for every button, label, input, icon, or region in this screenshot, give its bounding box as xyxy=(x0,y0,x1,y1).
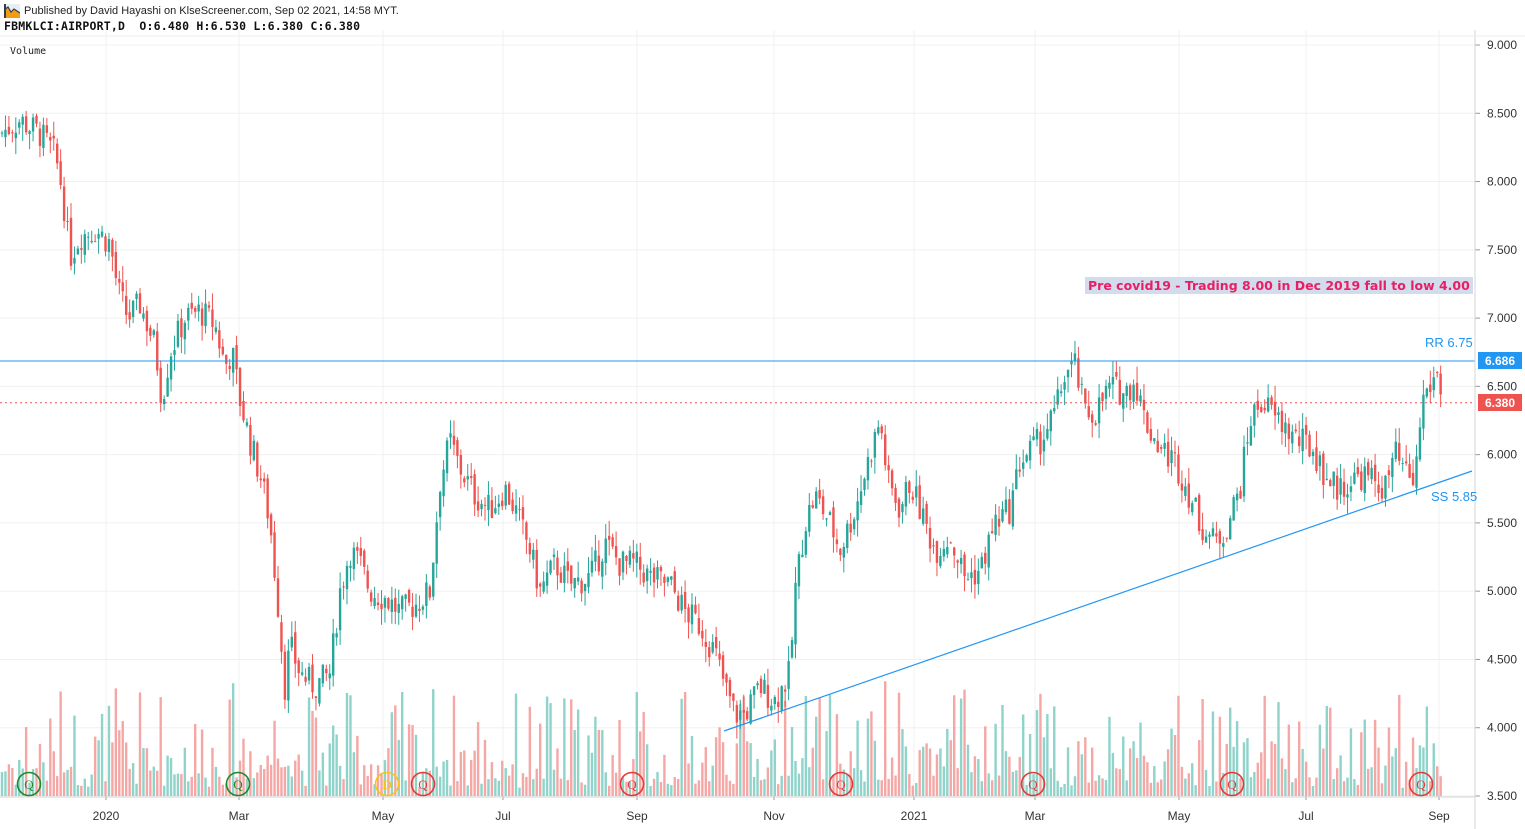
price-axis-label: 3.500 xyxy=(1487,789,1517,803)
time-axis-label: Jul xyxy=(1298,809,1313,823)
event-marker-q[interactable]: Q xyxy=(16,771,42,797)
publish-info: Published by David Hayashi on KlseScreen… xyxy=(4,2,399,20)
support-label[interactable]: SS 5.85 xyxy=(1431,489,1478,504)
price-axis-label: 6.500 xyxy=(1487,379,1517,393)
support-trend-line[interactable] xyxy=(723,470,1473,732)
volume-indicator-label: Volume xyxy=(10,46,47,57)
ohlc-legend: FBMKLCI:AIRPORT,D O:6.480 H:6.530 L:6.38… xyxy=(4,19,360,33)
chart-axes: 9.000 8.500 8.000 7.500 7.000 6.500 6.000 5.500… xyxy=(0,30,1525,829)
volume-bars xyxy=(0,681,1442,796)
time-axis-label: Sep xyxy=(626,809,648,823)
last-price-tag: 6.380 xyxy=(1478,394,1522,411)
time-axis-label: 2021 xyxy=(901,809,928,823)
high-value: H:6.530 xyxy=(196,19,247,33)
resistance-price-tag: 6.686 xyxy=(1478,352,1522,369)
event-marker-q[interactable]: Q xyxy=(410,771,436,797)
svg-text:Q: Q xyxy=(1227,777,1237,792)
price-axis-label: 9.000 xyxy=(1487,38,1517,52)
time-axis-label: Jul xyxy=(495,809,510,823)
svg-text:Q: Q xyxy=(836,777,846,792)
event-marker-q[interactable]: Q xyxy=(225,771,251,797)
price-axis-label: 4.500 xyxy=(1487,652,1517,666)
event-marker-q[interactable]: Q xyxy=(619,771,645,797)
svg-text:Q: Q xyxy=(233,777,243,792)
price-axis-label: 8.000 xyxy=(1487,175,1517,189)
svg-text:Q: Q xyxy=(418,777,428,792)
event-marker-q[interactable]: Q xyxy=(1408,771,1434,797)
resistance-label[interactable]: RR 6.75 xyxy=(1425,335,1473,350)
klse-logo-icon xyxy=(4,4,20,18)
svg-text:Q: Q xyxy=(627,777,637,792)
candlesticks xyxy=(0,110,1442,739)
price-axis-label: 5.000 xyxy=(1487,584,1517,598)
open-value: O:6.480 xyxy=(139,19,190,33)
time-axis-label: May xyxy=(372,809,395,823)
time-axis-label: 2020 xyxy=(93,809,120,823)
annotation-note[interactable]: Pre covid19 - Trading 8.00 in Dec 2019 f… xyxy=(1085,277,1473,294)
close-value: C:6.380 xyxy=(310,19,361,33)
time-axis-label: Sep xyxy=(1428,809,1450,823)
event-marker-q[interactable]: Q xyxy=(1219,771,1245,797)
event-marker-q[interactable]: Q xyxy=(1020,771,1046,797)
drawn-lines xyxy=(0,360,1475,732)
time-axis-label: Mar xyxy=(1025,809,1046,823)
price-axis-label: 4.000 xyxy=(1487,721,1517,735)
symbol-label: FBMKLCI:AIRPORT,D xyxy=(4,19,126,33)
event-marker-d[interactable]: D xyxy=(374,771,400,797)
price-axis-label: 8.500 xyxy=(1487,106,1517,120)
time-axis-label: Nov xyxy=(763,809,784,823)
svg-text:Q: Q xyxy=(1028,777,1038,792)
price-axis-label: 7.000 xyxy=(1487,311,1517,325)
published-by-text: Published by David Hayashi on KlseScreen… xyxy=(24,5,399,17)
svg-text:Q: Q xyxy=(1416,777,1426,792)
svg-text:D: D xyxy=(382,777,391,792)
price-axis-label: 6.000 xyxy=(1487,448,1517,462)
price-axis-label: 7.500 xyxy=(1487,243,1517,257)
time-axis-label: Mar xyxy=(229,809,250,823)
event-marker-q[interactable]: Q xyxy=(828,771,854,797)
svg-text:Q: Q xyxy=(24,777,34,792)
price-axis-label: 5.500 xyxy=(1487,516,1517,530)
time-axis-label: May xyxy=(1168,809,1191,823)
low-value: L:6.380 xyxy=(253,19,304,33)
